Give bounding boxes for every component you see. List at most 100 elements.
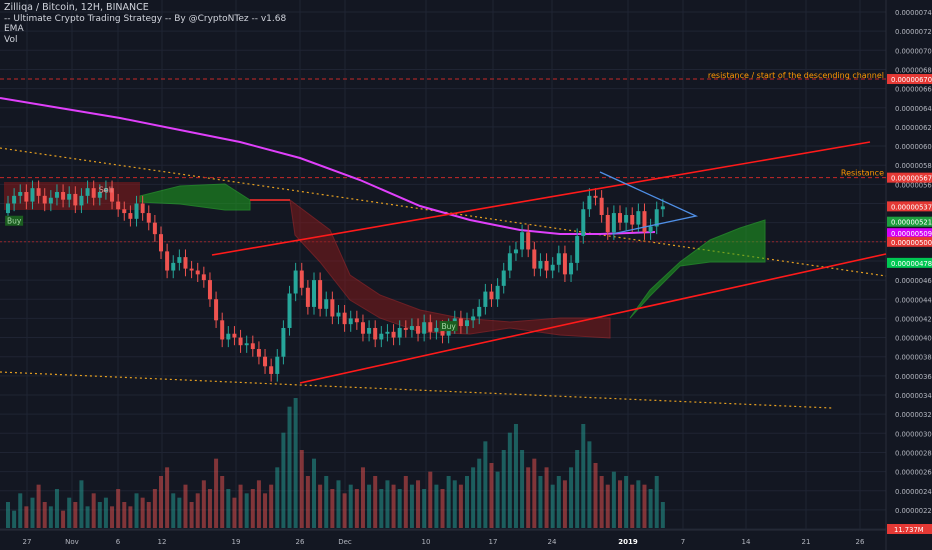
price-tick-label: 0.00000380 bbox=[895, 354, 932, 362]
volume-bar bbox=[556, 476, 561, 528]
volume-bar bbox=[397, 489, 402, 528]
price-badge-box bbox=[887, 216, 932, 227]
volume-bar bbox=[67, 497, 72, 528]
volume-bar bbox=[618, 480, 622, 528]
price-badge: 0.00000670 bbox=[887, 74, 932, 85]
resistance-annotation: Resistance bbox=[841, 169, 884, 178]
volume-bar bbox=[238, 484, 243, 528]
cloud-red-main bbox=[289, 198, 611, 339]
volume-bar bbox=[587, 441, 592, 528]
volume-bar bbox=[256, 480, 261, 528]
price-badge: 0.00000567 bbox=[887, 172, 932, 183]
volume-bar bbox=[477, 458, 482, 528]
volume-bar bbox=[391, 484, 396, 528]
volume-bar bbox=[134, 493, 139, 528]
volume-bar bbox=[636, 480, 641, 528]
candle-body bbox=[422, 322, 427, 334]
volume-bar bbox=[440, 489, 445, 528]
candle-body bbox=[465, 320, 469, 327]
candle-body bbox=[342, 312, 347, 325]
price-badge-label: 0.00000521 bbox=[891, 219, 932, 227]
candle-body bbox=[397, 327, 402, 338]
candle-body bbox=[391, 331, 396, 338]
volume-bar bbox=[299, 450, 304, 528]
candle-body bbox=[477, 306, 482, 317]
candle-body bbox=[416, 326, 421, 334]
candle-body bbox=[654, 209, 659, 227]
volume-bar bbox=[207, 489, 212, 528]
candle-body bbox=[630, 214, 635, 225]
candle-body bbox=[434, 327, 439, 332]
time-tick-label: Dec bbox=[338, 538, 352, 546]
candle-body bbox=[569, 262, 574, 275]
candle-body bbox=[165, 251, 170, 271]
price-tick-label: 0.00000640 bbox=[895, 105, 932, 113]
volume-bar bbox=[103, 497, 108, 528]
candle-body bbox=[605, 214, 610, 233]
candle-body bbox=[116, 201, 121, 210]
price-tick-label: 0.00000420 bbox=[895, 315, 932, 323]
candle-body bbox=[140, 203, 145, 214]
price-badge-label: 0.00000567 bbox=[891, 175, 932, 183]
time-axis: 27 Nov 6 12 19 26 Dec 10 17 24 2019 7 14 21 26 bbox=[23, 538, 865, 546]
volume-bar bbox=[281, 432, 286, 528]
buy-signal: Buy bbox=[439, 321, 458, 332]
candle-body bbox=[532, 249, 537, 269]
price-badge-label: 0.00000537 bbox=[891, 203, 932, 211]
price-badge: 0.00000521 bbox=[887, 216, 932, 227]
candle-body bbox=[305, 287, 310, 307]
volume-bar bbox=[458, 484, 463, 528]
candle-body bbox=[238, 337, 243, 346]
triangle-pattern bbox=[599, 171, 699, 235]
candle-body bbox=[299, 270, 304, 288]
candle-body bbox=[440, 327, 445, 336]
price-badge: 0.00000537 bbox=[887, 201, 932, 212]
buy-signal-box bbox=[5, 215, 24, 226]
candle-body bbox=[538, 260, 543, 269]
price-badge-box bbox=[887, 201, 932, 212]
descending-channel-lower bbox=[0, 371, 833, 409]
price-badge: 0.00000500 bbox=[887, 236, 932, 247]
volume-bar bbox=[244, 493, 249, 528]
candle-body bbox=[526, 232, 531, 250]
candle-body bbox=[134, 203, 139, 219]
price-tick-label: 0.00000220 bbox=[895, 507, 932, 515]
volume-bar bbox=[495, 471, 500, 528]
volume-bar bbox=[232, 497, 237, 528]
candle-body bbox=[103, 188, 108, 193]
candle-body bbox=[458, 318, 463, 327]
volume-bar bbox=[128, 506, 133, 528]
price-tick-label: 0.00000720 bbox=[895, 28, 932, 36]
candle-body bbox=[36, 188, 41, 196]
price-tick-label: 0.00000600 bbox=[895, 143, 932, 151]
ascending-channel-lower bbox=[299, 253, 887, 384]
candle-body bbox=[18, 192, 23, 196]
candle-body bbox=[220, 320, 225, 340]
volume-bar bbox=[18, 493, 23, 528]
volume-bar bbox=[605, 484, 610, 528]
volume-bar bbox=[654, 476, 659, 528]
price-badge-box bbox=[887, 257, 932, 268]
candle-body bbox=[544, 260, 549, 271]
volume-bar bbox=[434, 484, 439, 528]
candle-body bbox=[12, 195, 17, 204]
volume-bar bbox=[367, 484, 372, 528]
time-tick-label: 10 bbox=[422, 538, 431, 546]
price-tick-label: 0.00000700 bbox=[895, 47, 932, 55]
price-tick-label: 0.00000280 bbox=[895, 449, 932, 457]
candle-body bbox=[244, 343, 249, 346]
candle-body bbox=[495, 285, 500, 300]
candle-body bbox=[660, 206, 665, 210]
volume-bar bbox=[30, 497, 35, 528]
candle-body bbox=[122, 209, 127, 214]
candle-body bbox=[636, 211, 641, 225]
volume-bar bbox=[293, 398, 298, 528]
volume-bar bbox=[660, 502, 665, 528]
candle-body bbox=[489, 291, 494, 300]
volume-bar bbox=[318, 484, 323, 528]
volume-bar bbox=[532, 458, 537, 528]
candle-body bbox=[54, 192, 59, 198]
volume-bar bbox=[373, 476, 378, 528]
volume-bar bbox=[24, 506, 29, 528]
